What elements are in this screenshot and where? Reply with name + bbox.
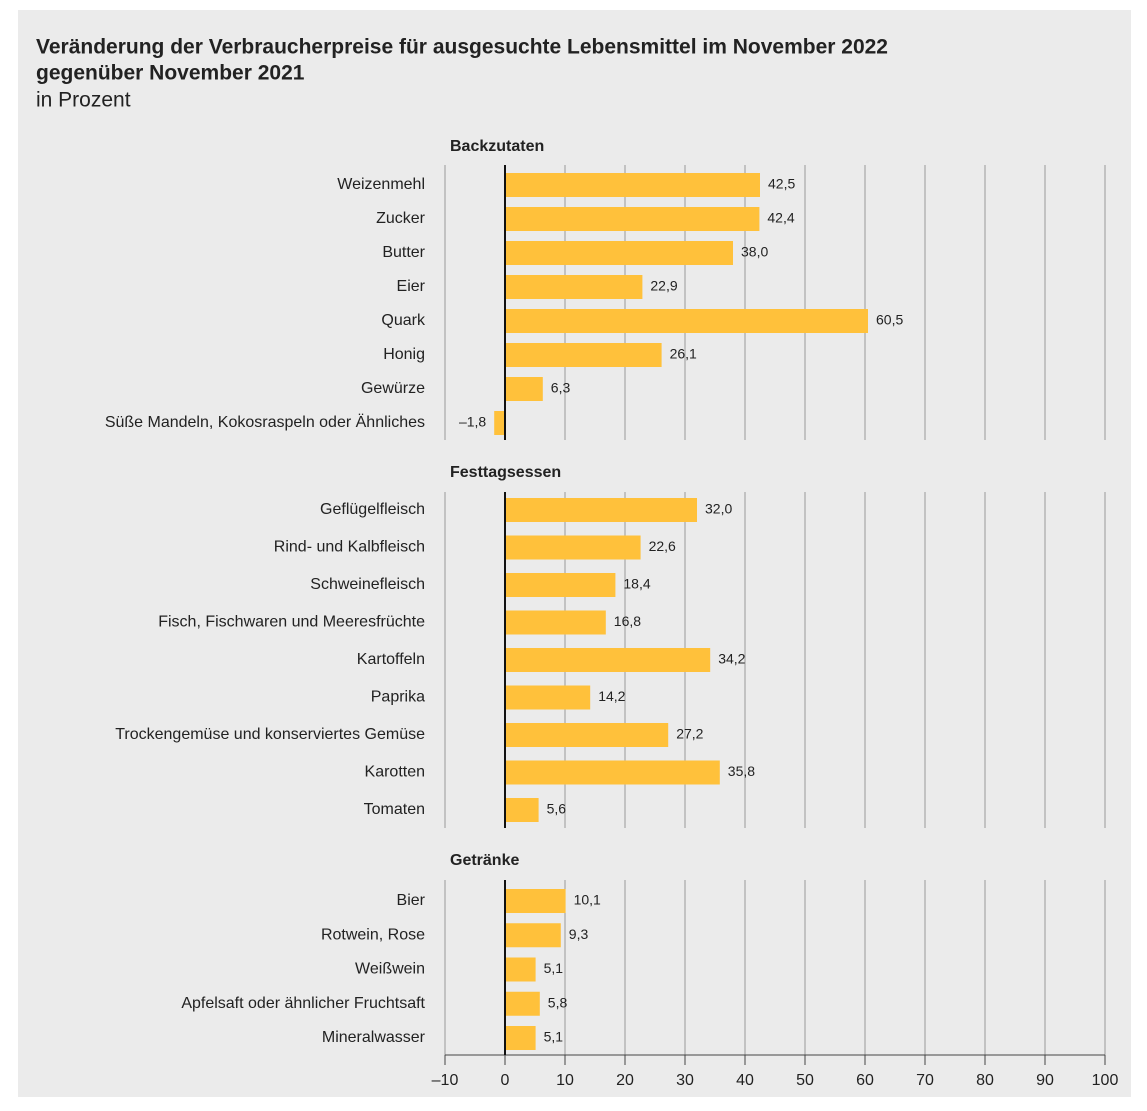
x-tick-label: 100 xyxy=(1092,1072,1119,1089)
value-label: 34,2 xyxy=(718,651,745,667)
x-tick-label: 70 xyxy=(916,1072,934,1089)
x-tick-label: 0 xyxy=(501,1072,510,1089)
value-label: 5,1 xyxy=(544,1029,564,1045)
value-label: 35,8 xyxy=(728,763,755,779)
y-tick-label: Gewürze xyxy=(361,380,425,397)
y-tick-label: Mineralwasser xyxy=(322,1029,426,1046)
y-tick-label: Süße Mandeln, Kokosraspeln oder Ähnliche… xyxy=(105,413,425,431)
value-label: 5,1 xyxy=(544,960,564,976)
value-label: 5,8 xyxy=(548,994,568,1010)
bar xyxy=(505,685,591,710)
value-label: 10,1 xyxy=(574,892,601,908)
value-label: 14,2 xyxy=(598,688,625,704)
y-tick-label: Weizenmehl xyxy=(337,176,425,193)
y-tick-label: Honig xyxy=(383,346,425,363)
y-tick-label: Tomaten xyxy=(364,801,425,818)
value-label: 27,2 xyxy=(676,726,703,742)
bar xyxy=(505,957,536,982)
bar xyxy=(505,798,539,822)
x-tick-label: 10 xyxy=(556,1072,574,1089)
value-label: 22,9 xyxy=(650,278,677,294)
bar xyxy=(505,723,669,747)
x-tick-label: 40 xyxy=(736,1072,754,1089)
y-tick-label: Butter xyxy=(382,244,425,261)
value-label: 5,6 xyxy=(547,801,567,817)
value-label: 18,4 xyxy=(623,576,650,592)
x-tick-label: 30 xyxy=(676,1072,694,1089)
panel-title: Backzutaten xyxy=(450,138,544,155)
bar xyxy=(505,573,616,597)
panel-title: Getränke xyxy=(450,852,519,869)
value-label: 9,3 xyxy=(569,926,589,942)
y-tick-label: Fisch, Fischwaren und Meeresfrüchte xyxy=(158,614,425,631)
bar xyxy=(494,411,505,435)
bar xyxy=(505,241,733,265)
value-label: 6,3 xyxy=(551,380,571,396)
x-tick-label: 90 xyxy=(1036,1072,1054,1089)
value-label: –1,8 xyxy=(459,414,486,430)
chart-subtitle: in Prozent xyxy=(36,89,131,112)
chart-title: gegenüber November 2021 xyxy=(36,62,305,85)
bar xyxy=(505,275,643,299)
bar xyxy=(505,648,711,672)
value-label: 42,5 xyxy=(768,176,795,192)
value-label: 38,0 xyxy=(741,244,768,260)
y-tick-label: Eier xyxy=(397,278,426,295)
bar xyxy=(505,173,760,197)
x-tick-label: –10 xyxy=(432,1072,459,1089)
bar xyxy=(505,889,566,913)
bar xyxy=(505,309,868,333)
x-tick-label: 80 xyxy=(976,1072,994,1089)
y-tick-label: Apfelsaft oder ähnlicher Fruchtsaft xyxy=(181,995,425,1012)
y-tick-label: Rotwein, Rose xyxy=(321,926,425,943)
bar xyxy=(505,1026,536,1050)
y-tick-label: Schweinefleisch xyxy=(310,576,425,593)
x-tick-label: 60 xyxy=(856,1072,874,1089)
bar xyxy=(505,343,662,367)
y-tick-label: Geflügelfleisch xyxy=(320,501,425,518)
bar xyxy=(505,991,540,1016)
y-tick-label: Kartoffeln xyxy=(357,651,425,668)
value-label: 26,1 xyxy=(670,346,697,362)
bar xyxy=(505,498,697,522)
bar xyxy=(505,377,543,401)
value-label: 60,5 xyxy=(876,312,903,328)
value-label: 22,6 xyxy=(649,538,676,554)
bar xyxy=(505,535,641,560)
y-tick-label: Zucker xyxy=(376,210,426,227)
y-tick-label: Weißwein xyxy=(355,961,425,978)
value-label: 32,0 xyxy=(705,501,732,517)
bar xyxy=(505,207,760,231)
x-tick-label: 50 xyxy=(796,1072,814,1089)
y-tick-label: Trockengemüse und konserviertes Gemüse xyxy=(115,726,425,743)
y-tick-label: Rind- und Kalbfleisch xyxy=(274,539,425,556)
chart-title: Veränderung der Verbraucherpreise für au… xyxy=(36,36,888,59)
bar xyxy=(505,760,720,785)
x-tick-label: 20 xyxy=(616,1072,634,1089)
y-tick-label: Karotten xyxy=(365,764,425,781)
panel-title: Festtagsessen xyxy=(450,464,561,481)
value-label: 16,8 xyxy=(614,613,641,629)
value-label: 42,4 xyxy=(767,210,794,226)
y-tick-label: Bier xyxy=(397,892,426,909)
bar xyxy=(505,923,561,948)
bar xyxy=(505,610,606,635)
y-tick-label: Quark xyxy=(381,312,426,329)
y-tick-label: Paprika xyxy=(371,689,425,706)
